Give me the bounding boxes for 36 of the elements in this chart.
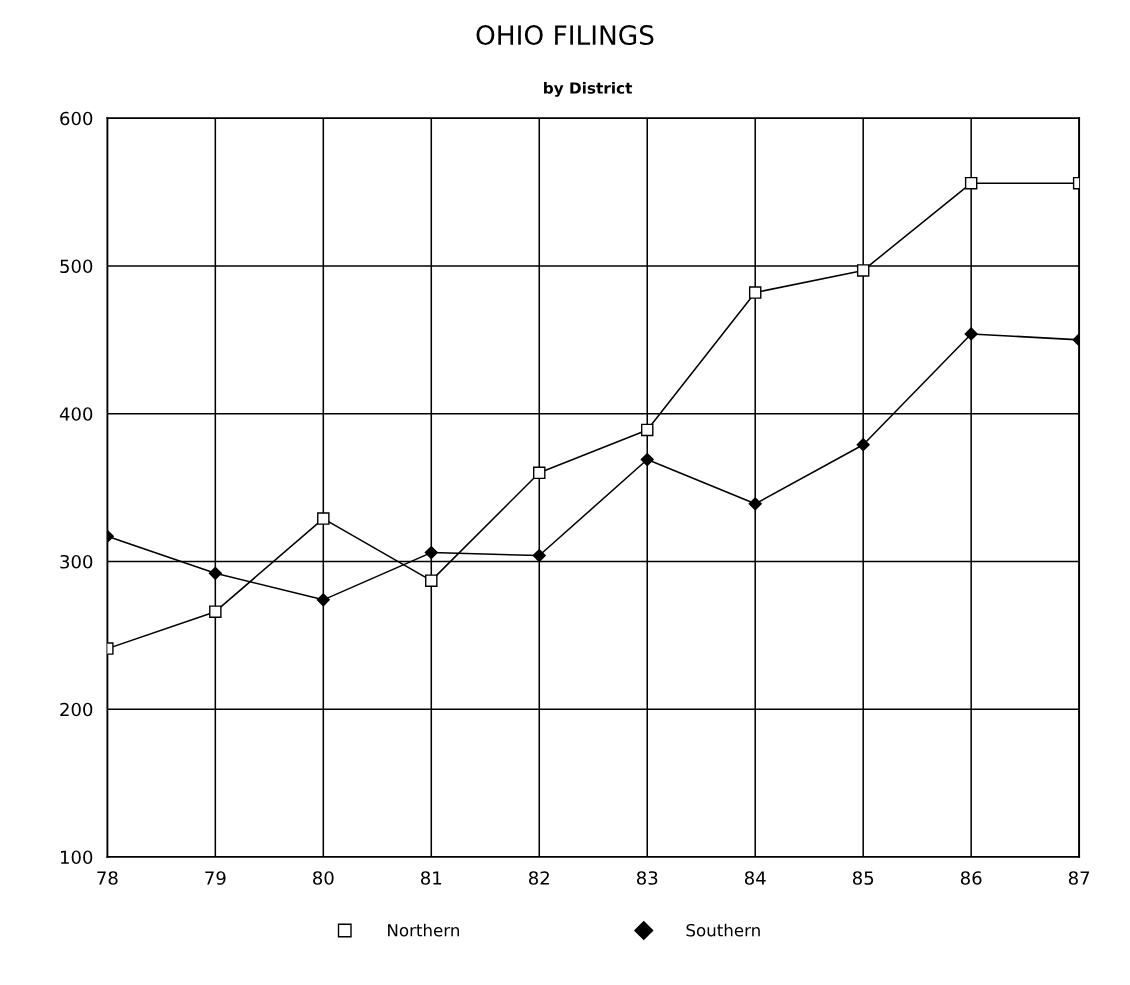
point (316, 593, 330, 607)
point (748, 497, 762, 511)
point (425, 574, 438, 587)
x-tick-label: 79 (205, 871, 226, 885)
x-tick-label: 83 (636, 871, 658, 885)
point (640, 423, 654, 437)
point (317, 512, 330, 525)
x-tick-label: 84 (744, 871, 766, 885)
point (640, 452, 654, 467)
point (856, 438, 870, 452)
x-tick-label: 85 (852, 871, 874, 885)
x-tick-label: 86 (960, 871, 982, 885)
y-tick-label: 300 (60, 554, 93, 569)
point (964, 176, 978, 190)
x-tick-label: 82 (529, 871, 549, 885)
x-tick-label: 78 (97, 871, 118, 885)
x-tick-label: 87 (1068, 871, 1090, 885)
legend-label: Northern (388, 923, 459, 937)
chart-subtitle: by District (544, 81, 633, 97)
point (424, 545, 438, 560)
y-tick-label: 500 (60, 259, 93, 274)
point (748, 286, 762, 299)
point (533, 466, 546, 480)
y-tick-label: 400 (59, 407, 93, 421)
point (964, 327, 978, 341)
y-tick-label: 200 (60, 702, 93, 717)
point (856, 264, 870, 277)
legend-label: Southern (686, 923, 760, 937)
x-tick-label: 81 (421, 871, 442, 885)
y-tick-label: 600 (60, 111, 93, 126)
point (532, 548, 546, 563)
point (208, 566, 222, 580)
point (209, 605, 222, 618)
chart-title: OHIO FILINGS (476, 25, 654, 46)
y-tick-label: 100 (60, 850, 93, 865)
x-tick-label: 80 (313, 871, 334, 885)
